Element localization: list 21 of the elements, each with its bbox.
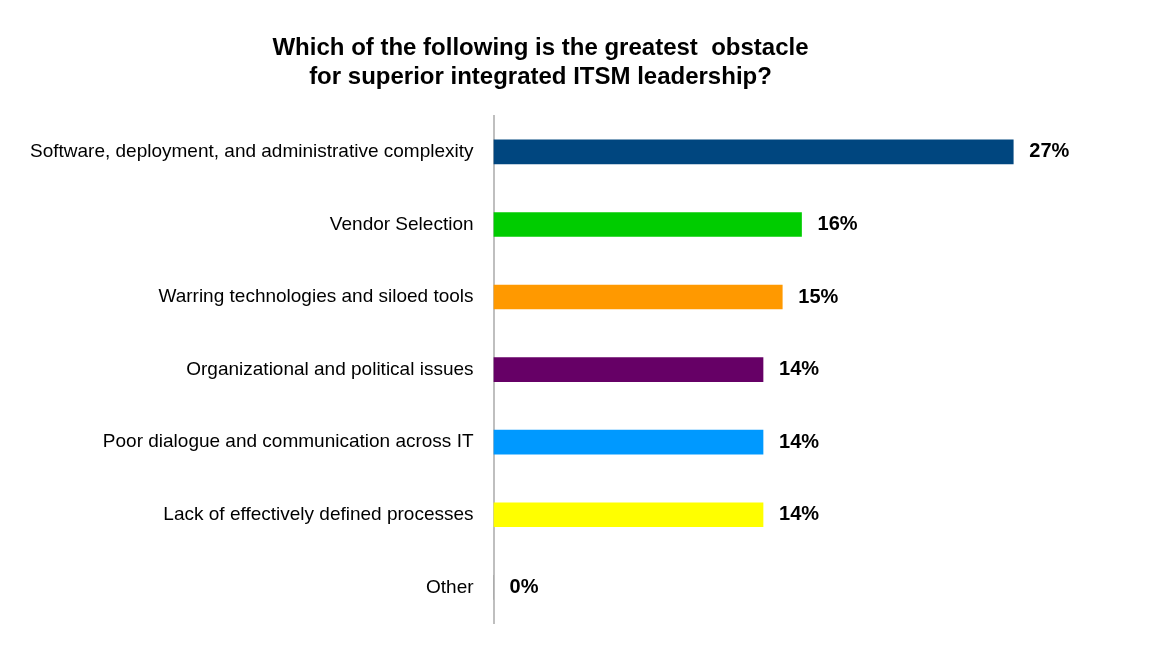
y-tick-label: Other (426, 575, 475, 597)
bar (493, 139, 1014, 165)
data-label: 14% (779, 429, 820, 452)
data-label: 15% (798, 284, 839, 307)
bar (493, 429, 764, 455)
y-tick-label: Warring technologies and siloed tools (158, 285, 474, 307)
y-tick-label: Organizational and political issues (186, 357, 474, 379)
data-label: 0% (509, 574, 539, 597)
data-label: 14% (779, 357, 820, 380)
data-label: 27% (1029, 139, 1070, 162)
y-tick-label: Software, deployment, and administrative complexity (29, 140, 475, 162)
data-label: 16% (817, 211, 858, 234)
y-tick-label: Vendor Selection (329, 212, 474, 234)
bar (493, 284, 783, 310)
y-tick-label: Lack of effectively defined processes (163, 502, 474, 524)
bar (493, 357, 764, 382)
chart-title: Which of the following is the greatest obstacle for superior integrated ITSM leadership? (272, 33, 809, 89)
bar (493, 212, 802, 237)
bar (493, 502, 764, 528)
y-tick-label: Poor dialogue and communication across IT (102, 430, 474, 452)
data-label: 14% (779, 502, 820, 525)
